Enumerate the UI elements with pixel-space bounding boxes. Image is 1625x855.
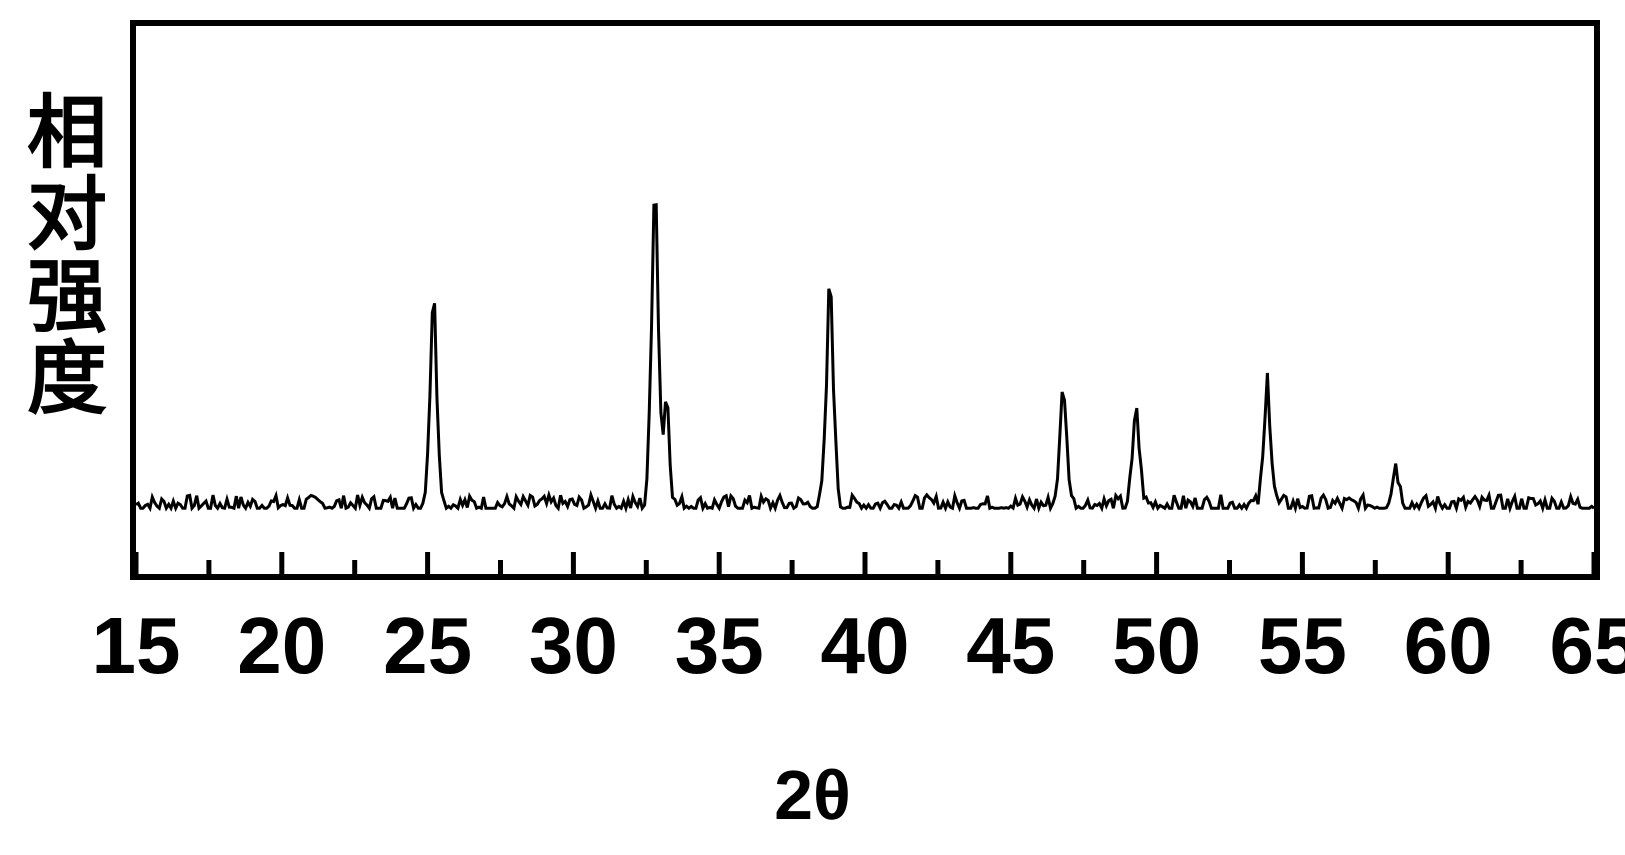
x-tick-label: 15: [92, 600, 181, 692]
x-tick-label: 65: [1550, 600, 1625, 692]
xrd-spectrum-line: [136, 205, 1594, 508]
x-tick-label: 20: [237, 600, 326, 692]
x-tick-label: 60: [1404, 600, 1493, 692]
x-tick-label: 25: [383, 600, 472, 692]
chart-plot-area: [130, 20, 1600, 580]
x-tick-label: 40: [821, 600, 910, 692]
x-tick-label: 35: [675, 600, 764, 692]
x-tick-label: 55: [1258, 600, 1347, 692]
x-axis-label: 2θ: [0, 755, 1625, 835]
x-tick-labels: 1520253035404550556065: [130, 600, 1600, 720]
x-tick-label: 30: [529, 600, 618, 692]
xrd-chart-svg: [136, 26, 1594, 574]
chart-page: 相对强度 15 20 25 30 35 40 45 50 55 60 65 2θ: [0, 0, 1625, 855]
y-axis-label: 相对强度: [20, 90, 100, 418]
x-tick-label: 45: [966, 600, 1055, 692]
x-tick-label: 50: [1112, 600, 1201, 692]
